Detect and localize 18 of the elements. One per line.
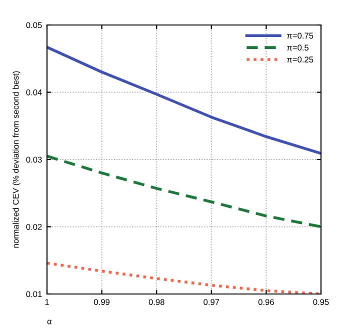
y-tick-label: 0.01 — [26, 291, 42, 298]
y-tick-label: 0.04 — [26, 89, 42, 96]
x-tick-label: 1 — [45, 299, 49, 305]
x-axis-title: α — [47, 320, 52, 324]
line-series — [47, 154, 321, 228]
x-tick-label: 0.99 — [94, 299, 110, 305]
y-tick-label: 0.05 — [26, 22, 42, 28]
y-tick-label: 0.03 — [26, 156, 42, 163]
y-axis-title: normalized CEV (% deviation from second best) — [12, 71, 20, 248]
x-tick-label: 0.96 — [258, 299, 274, 305]
x-tick-label: 0.98 — [148, 299, 164, 305]
x-tick-label: 0.95 — [313, 299, 329, 305]
y-tick-label: 0.02 — [26, 224, 42, 230]
legend-label: π=0.25 — [286, 56, 314, 62]
x-tick-label: 0.97 — [204, 299, 220, 305]
line-series — [47, 46, 321, 155]
legend-label: π=0.5 — [286, 44, 309, 51]
legend-label: π=0.75 — [286, 32, 314, 39]
